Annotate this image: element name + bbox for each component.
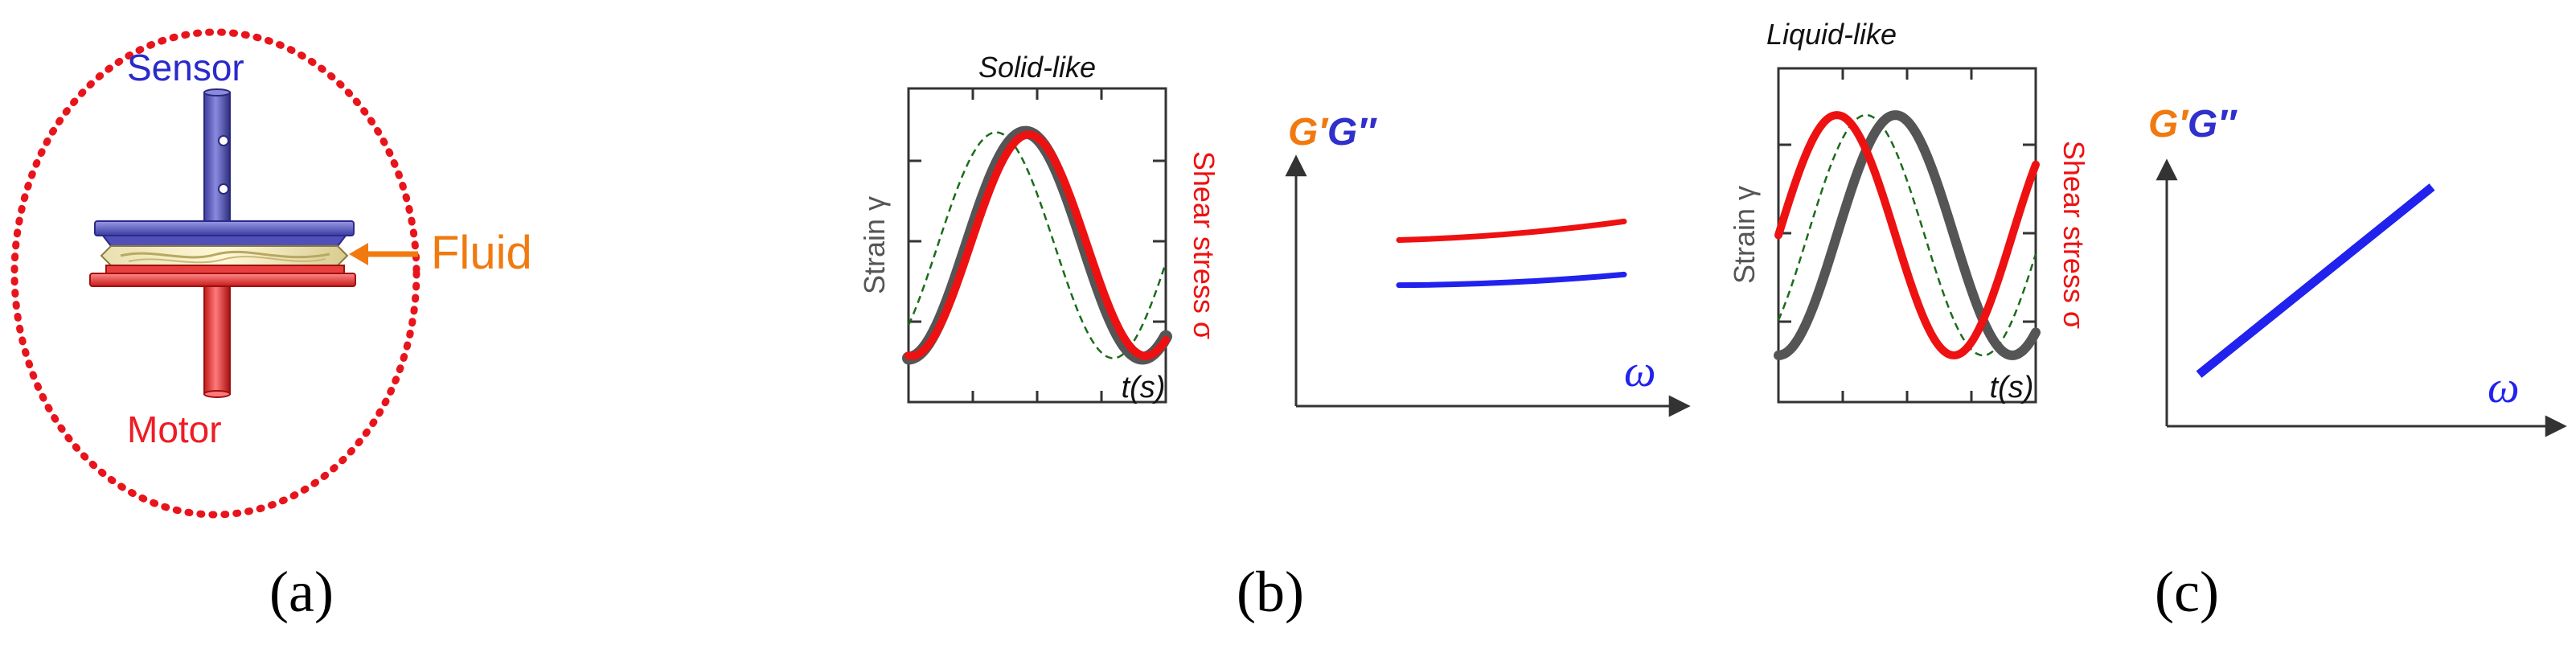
liquid-modulus-chart xyxy=(2156,158,2567,437)
solid-strain-curve xyxy=(902,125,1172,365)
panel-b: Solid-like t(s) Strain γ Shear stress σ … xyxy=(858,51,1691,624)
liquid-title: Liquid-like xyxy=(1766,18,1897,51)
liquid-modulus-label: G′G″ xyxy=(2148,103,2238,146)
panel-c: Liquid-like t(s) Strain γ Shear stress σ… xyxy=(1728,18,2567,624)
fluid-layer xyxy=(100,245,349,266)
sensor-label: Sensor xyxy=(127,47,244,88)
fluid-arrowhead xyxy=(349,243,368,265)
liquid-stress-curve xyxy=(1774,111,2040,359)
lower-plate xyxy=(89,265,356,287)
upper-plate xyxy=(94,220,355,247)
solid-stress-label: Shear stress σ xyxy=(1188,151,1220,339)
motor-label: Motor xyxy=(127,409,222,450)
fluid-label: Fluid xyxy=(431,227,532,279)
solid-modulus-chart xyxy=(1285,154,1691,417)
liquid-gprime-label: G′ xyxy=(2148,103,2189,146)
sensor-shaft xyxy=(203,88,231,222)
caption-a: (a) xyxy=(269,560,334,624)
caption-c: (c) xyxy=(2155,560,2219,624)
solid-stress-curve xyxy=(904,130,1170,360)
solid-reference-dashed xyxy=(907,131,1167,359)
solid-omega-label: ω xyxy=(1624,347,1656,396)
panel-a: Sensor Fluid Motor (a) xyxy=(10,28,532,624)
solid-gdoubleprime-curve xyxy=(1396,271,1627,289)
liquid-gdoubleprime-label: G″ xyxy=(2188,103,2238,146)
motor-shaft xyxy=(203,285,231,398)
liquid-gdoubleprime-curve xyxy=(2196,183,2435,378)
solid-strain-label: Strain γ xyxy=(858,196,891,294)
solid-oscillation-chart xyxy=(902,87,1172,404)
solid-gprime-label: G′ xyxy=(1288,111,1329,154)
liquid-strain-curve xyxy=(1774,110,2041,360)
liquid-time-label: t(s) xyxy=(1990,371,2034,404)
solid-gdoubleprime-label: G″ xyxy=(1327,111,1377,154)
liquid-omega-label: ω xyxy=(2488,363,2520,413)
dotted-enclosure xyxy=(10,28,420,519)
liquid-reference-dashed xyxy=(1777,113,2037,357)
solid-title: Solid-like xyxy=(978,51,1096,84)
solid-time-label: t(s) xyxy=(1122,371,1166,404)
liquid-oscillation-chart xyxy=(1774,67,2041,404)
solid-gprime-curve xyxy=(1396,218,1627,243)
liquid-strain-label: Strain γ xyxy=(1728,186,1761,284)
caption-b: (b) xyxy=(1237,560,1304,624)
liquid-stress-label: Shear stress σ xyxy=(2057,141,2090,329)
solid-modulus-label: G′G″ xyxy=(1288,111,1377,154)
